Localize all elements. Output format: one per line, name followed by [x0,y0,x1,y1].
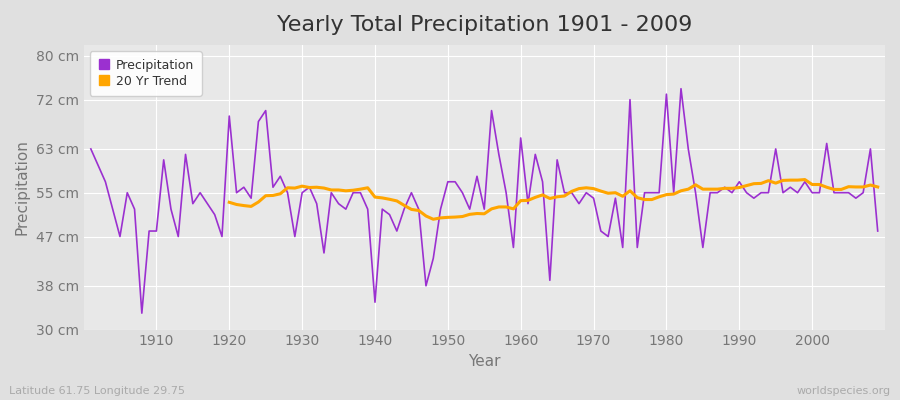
Title: Yearly Total Precipitation 1901 - 2009: Yearly Total Precipitation 1901 - 2009 [276,15,692,35]
Y-axis label: Precipitation: Precipitation [15,139,30,235]
Legend: Precipitation, 20 Yr Trend: Precipitation, 20 Yr Trend [90,51,202,96]
Text: worldspecies.org: worldspecies.org [796,386,891,396]
X-axis label: Year: Year [468,354,500,369]
Text: Latitude 61.75 Longitude 29.75: Latitude 61.75 Longitude 29.75 [9,386,185,396]
